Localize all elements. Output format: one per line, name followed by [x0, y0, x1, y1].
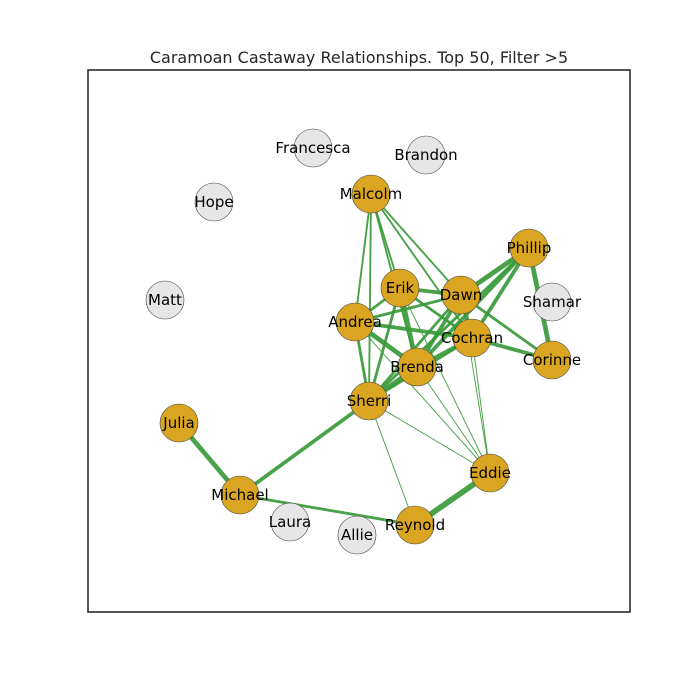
node-phillip: Phillip — [507, 228, 552, 268]
node-circle-brandon — [406, 135, 446, 175]
node-malcolm: Malcolm — [340, 174, 403, 214]
node-label-brenda: Brenda — [390, 358, 444, 376]
edge-cochran-eddie — [471, 337, 491, 474]
edge-michael-reynold — [239, 493, 416, 527]
edge-malcolm-cochran — [370, 193, 473, 339]
node-circle-matt — [145, 280, 185, 320]
node-circle-eddie — [470, 453, 510, 493]
node-reynold: Reynold — [385, 505, 445, 545]
node-brandon: Brandon — [394, 135, 458, 175]
node-label-cochran: Cochran — [441, 329, 503, 347]
node-layer: Francesca Brandon Hope Malcolm Phillip Matt Er… — [145, 128, 582, 555]
node-circle-shamar — [532, 282, 572, 322]
node-label-malcolm: Malcolm — [340, 185, 403, 203]
node-dawn: Dawn — [440, 275, 483, 315]
node-label-francesca: Francesca — [275, 139, 350, 157]
node-label-brandon: Brandon — [394, 146, 457, 164]
node-circle-malcolm — [351, 174, 391, 214]
node-label-erik: Erik — [386, 279, 415, 297]
node-michael: Michael — [211, 475, 269, 515]
node-label-hope: Hope — [194, 193, 233, 211]
node-label-shamar: Shamar — [523, 293, 582, 311]
node-cochran: Cochran — [441, 318, 503, 358]
node-circle-brenda — [397, 347, 437, 387]
node-circle-michael — [220, 475, 260, 515]
edge-malcolm-sherri — [368, 193, 372, 402]
node-label-corinne: Corinne — [523, 351, 581, 369]
node-label-reynold: Reynold — [385, 516, 445, 534]
node-label-sherri: Sherri — [347, 392, 392, 410]
node-circle-allie — [337, 515, 377, 555]
node-andrea: Andrea — [328, 302, 382, 342]
node-circle-dawn — [441, 275, 481, 315]
node-sherri: Sherri — [347, 381, 392, 421]
node-label-julia: Julia — [162, 414, 194, 432]
node-circle-phillip — [509, 228, 549, 268]
node-circle-andrea — [335, 302, 375, 342]
edge-erik-eddie — [399, 287, 491, 474]
edge-phillip-sherri — [368, 246, 530, 403]
node-label-eddie: Eddie — [469, 464, 511, 482]
node-label-dawn: Dawn — [440, 286, 483, 304]
node-circle-reynold — [395, 505, 435, 545]
node-label-andrea: Andrea — [328, 313, 382, 331]
node-circle-corinne — [532, 340, 572, 380]
node-francesca: Francesca — [275, 128, 351, 168]
node-erik: Erik — [380, 268, 420, 308]
node-circle-erik — [380, 268, 420, 308]
node-eddie: Eddie — [469, 453, 511, 493]
node-matt: Matt — [145, 280, 185, 320]
node-corinne: Corinne — [523, 340, 581, 380]
node-laura: Laura — [269, 502, 311, 542]
node-label-phillip: Phillip — [507, 239, 552, 257]
node-circle-cochran — [452, 318, 492, 358]
node-circle-laura — [270, 502, 310, 542]
node-brenda: Brenda — [390, 347, 444, 387]
node-shamar: Shamar — [523, 282, 582, 322]
node-label-laura: Laura — [269, 513, 311, 531]
node-julia: Julia — [159, 403, 199, 443]
node-allie: Allie — [337, 515, 377, 555]
edge-brenda-eddie — [416, 366, 491, 474]
edge-sherri-reynold — [368, 400, 416, 526]
edge-andrea-eddie — [354, 321, 491, 474]
node-label-allie: Allie — [341, 526, 373, 544]
node-circle-francesca — [293, 128, 333, 168]
node-label-matt: Matt — [148, 291, 182, 309]
node-circle-hope — [194, 182, 234, 222]
edge-andrea-cochran — [354, 320, 473, 340]
edge-sherri-eddie — [368, 400, 491, 474]
edge-malcolm-dawn — [370, 193, 462, 296]
chart-title: Caramoan Castaway Relationships. Top 50,… — [150, 48, 568, 67]
node-circle-sherri — [349, 381, 389, 421]
node-hope: Hope — [194, 182, 234, 222]
edge-malcolm-andrea — [354, 193, 372, 323]
edge-sherri-michael — [238, 399, 371, 497]
node-circle-julia — [159, 403, 199, 443]
node-label-michael: Michael — [211, 486, 268, 504]
